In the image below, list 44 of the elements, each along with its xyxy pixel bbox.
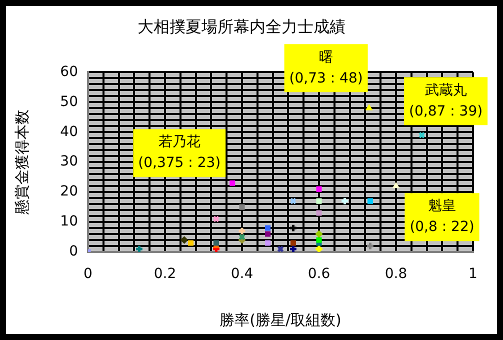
y-tick-label: 50 [60, 94, 78, 110]
annotation: 若乃花 (0,375 : 23) [138, 134, 221, 172]
point [276, 245, 284, 252]
point [180, 236, 188, 244]
point [366, 104, 372, 110]
annotation: 魁皇 (0,8 : 22) [410, 198, 474, 236]
point [290, 240, 296, 246]
point [290, 198, 297, 205]
y-tick-label: 30 [60, 154, 78, 170]
y-tick-label: 40 [60, 124, 78, 140]
chart-title: 大相撲夏場所幕内全力士成績 [138, 16, 346, 36]
point [188, 240, 194, 246]
annotation: 曙 (0,73 : 48) [289, 49, 363, 86]
x-tick-label: 0 [84, 266, 92, 282]
point [238, 226, 246, 236]
point [316, 198, 322, 204]
point [265, 231, 271, 237]
x-tick-label: 0.8 [384, 266, 408, 282]
point [316, 186, 322, 192]
y-tick-label: 60 [60, 64, 78, 80]
y-tick-label: 10 [60, 214, 78, 230]
point [213, 240, 219, 246]
y-tick-label: 20 [60, 184, 78, 200]
point [316, 210, 322, 216]
x-tick-label: 0.6 [308, 266, 330, 282]
point [315, 230, 323, 238]
point [239, 204, 245, 210]
y-axis-title: 懸賞金獲得本数 [12, 110, 31, 216]
point [265, 225, 271, 231]
x-tick-label: 0.2 [154, 266, 176, 282]
point [392, 182, 400, 188]
point [367, 198, 373, 204]
point [418, 132, 426, 139]
point [212, 216, 220, 223]
point [230, 180, 236, 186]
point [238, 234, 246, 241]
x-tick-label: 1 [468, 266, 478, 282]
point [265, 240, 271, 246]
annotation: 武蔵丸 (0,87 : 39) [409, 82, 483, 120]
point [315, 245, 323, 252]
x-tick-label: 0.4 [230, 266, 254, 282]
point [316, 237, 322, 243]
x-axis-title: 勝率(勝星/取組数) [220, 310, 342, 329]
y-tick-label: 0 [69, 244, 78, 260]
